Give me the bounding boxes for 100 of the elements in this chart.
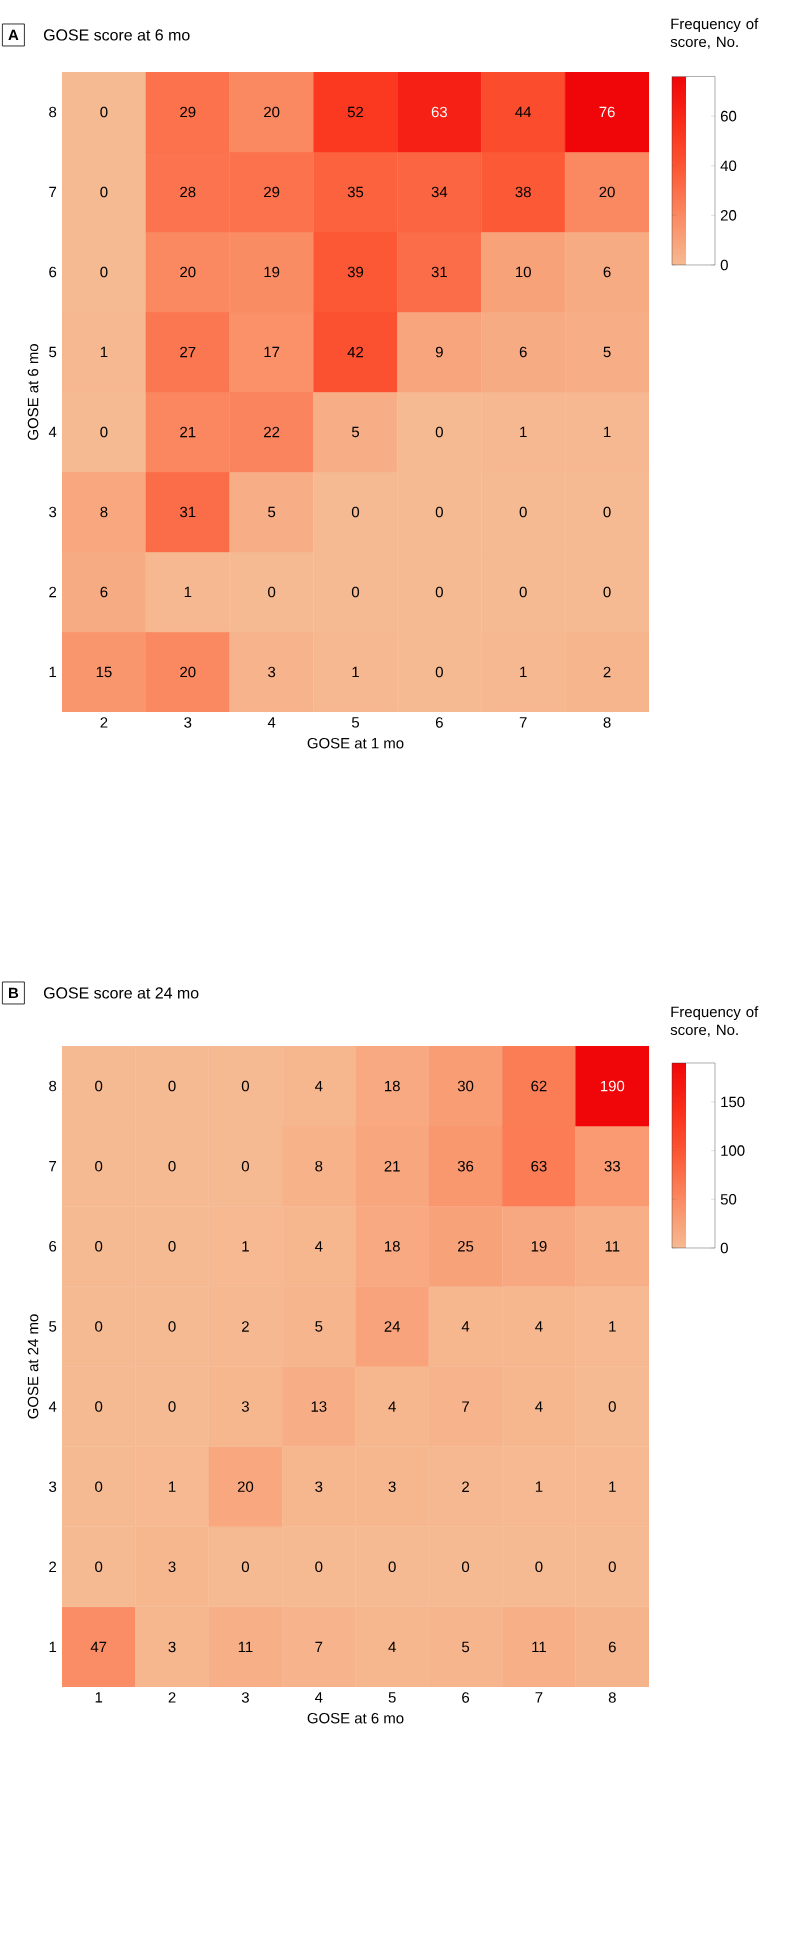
data-label: 15 [96, 666, 112, 678]
data-label: 3 [168, 1561, 176, 1573]
y-tick-label: 7 [49, 186, 57, 198]
data-label: 8 [100, 506, 108, 518]
y-tick-label: 5 [49, 1321, 57, 1332]
data-label: 24 [384, 1321, 401, 1332]
data-label: 36 [457, 1160, 474, 1172]
data-label: 10 [516, 266, 531, 278]
data-label: 20 [264, 106, 280, 118]
x-tick-label: 4 [267, 717, 276, 728]
color-bar-title: Frequency of score, No. [670, 18, 759, 49]
x-tick-label: 7 [519, 717, 527, 728]
data-label: 33 [604, 1160, 620, 1172]
data-label: 0 [435, 666, 443, 678]
data-label: 11 [238, 1641, 253, 1653]
data-label: 0 [168, 1321, 176, 1332]
data-label: 4 [535, 1401, 543, 1412]
data-label: 3 [388, 1481, 396, 1492]
data-label: 0 [100, 106, 108, 118]
data-label: 0 [100, 186, 108, 198]
data-label: 11 [605, 1241, 620, 1252]
data-label: 1 [100, 346, 108, 358]
data-label: 3 [241, 1401, 249, 1412]
data-label: 4 [535, 1321, 543, 1332]
data-label: 1 [604, 426, 611, 438]
color-bar-label: 60 [720, 110, 737, 122]
color-bar-label: 150 [721, 1096, 745, 1108]
x-tick-label: 6 [435, 717, 443, 728]
x-tick-label: 4 [315, 1692, 323, 1703]
y-axis-title: GOSE at 24 mo [27, 1314, 39, 1419]
data-label: 27 [180, 346, 196, 358]
data-label: 22 [264, 426, 280, 438]
data-label: 6 [100, 586, 108, 598]
data-label: 0 [519, 506, 527, 518]
data-label: 7 [315, 1641, 323, 1653]
data-label: 34 [431, 186, 448, 198]
data-label: 5 [315, 1321, 323, 1332]
data-label: 0 [168, 1401, 176, 1412]
data-label: 31 [180, 506, 196, 518]
data-label: 1 [184, 586, 192, 598]
x-tick-label: 8 [608, 1692, 616, 1703]
chart-title: GOSE score at 24 mo [43, 987, 199, 999]
data-label: 29 [180, 106, 196, 118]
y-axis-title: GOSE at 6 mo [27, 344, 39, 440]
data-label: 3 [168, 1641, 176, 1653]
data-label: 0 [351, 586, 360, 598]
data-label: 0 [435, 506, 443, 518]
data-label: 19 [264, 266, 280, 278]
data-label: 20 [180, 266, 196, 278]
data-label: 2 [603, 666, 611, 678]
color-bar-label: 20 [720, 210, 737, 221]
data-label: 3 [315, 1481, 323, 1492]
data-label: 21 [180, 426, 196, 438]
x-tick-label: 5 [351, 717, 360, 728]
x-tick-label: 1 [95, 1692, 103, 1703]
x-tick-label: 2 [100, 717, 108, 728]
y-tick-label: 4 [48, 426, 57, 438]
data-label: 6 [608, 1641, 616, 1653]
data-label: 20 [237, 1481, 254, 1492]
data-label: 6 [603, 266, 611, 278]
data-label: 0 [435, 586, 443, 598]
data-label: 1 [520, 666, 527, 678]
data-label: 7 [462, 1401, 469, 1412]
y-tick-label: 1 [49, 1641, 57, 1653]
data-label: 0 [608, 1401, 616, 1412]
data-label: 5 [603, 346, 611, 358]
data-label: 4 [461, 1321, 470, 1332]
data-label: 5 [268, 506, 276, 518]
y-tick-label: 3 [49, 506, 57, 518]
data-label: 0 [603, 506, 611, 518]
data-label: 13 [311, 1401, 327, 1412]
data-label: 20 [599, 186, 615, 198]
color-bar-label: 40 [720, 160, 737, 172]
data-label: 0 [241, 1160, 249, 1172]
data-label: 0 [95, 1321, 103, 1332]
x-tick-label: 6 [462, 1692, 470, 1703]
data-label: 8 [315, 1160, 323, 1172]
y-tick-label: 3 [49, 1481, 57, 1492]
data-label: 17 [264, 346, 280, 358]
data-label: 6 [519, 346, 527, 358]
data-label: 0 [608, 1561, 616, 1573]
data-label: 0 [241, 1561, 249, 1573]
data-label: 0 [95, 1080, 103, 1092]
data-label: 0 [168, 1160, 176, 1172]
color-bar-label: 100 [721, 1145, 745, 1156]
data-label: 0 [315, 1561, 323, 1573]
data-label: 19 [531, 1241, 547, 1252]
data-label: 3 [268, 666, 276, 678]
data-label: 0 [388, 1561, 396, 1573]
data-label: 28 [180, 186, 196, 198]
data-label: 35 [347, 186, 364, 198]
chart-title: GOSE score at 6 mo [43, 29, 190, 41]
data-label: 76 [599, 106, 615, 118]
data-label: 39 [347, 266, 364, 278]
data-label: 2 [242, 1321, 249, 1332]
data-label: 0 [461, 1561, 470, 1573]
data-label: 11 [532, 1641, 546, 1653]
data-label: 1 [535, 1481, 543, 1492]
data-label: 0 [535, 1561, 543, 1573]
y-tick-label: 5 [49, 346, 57, 358]
